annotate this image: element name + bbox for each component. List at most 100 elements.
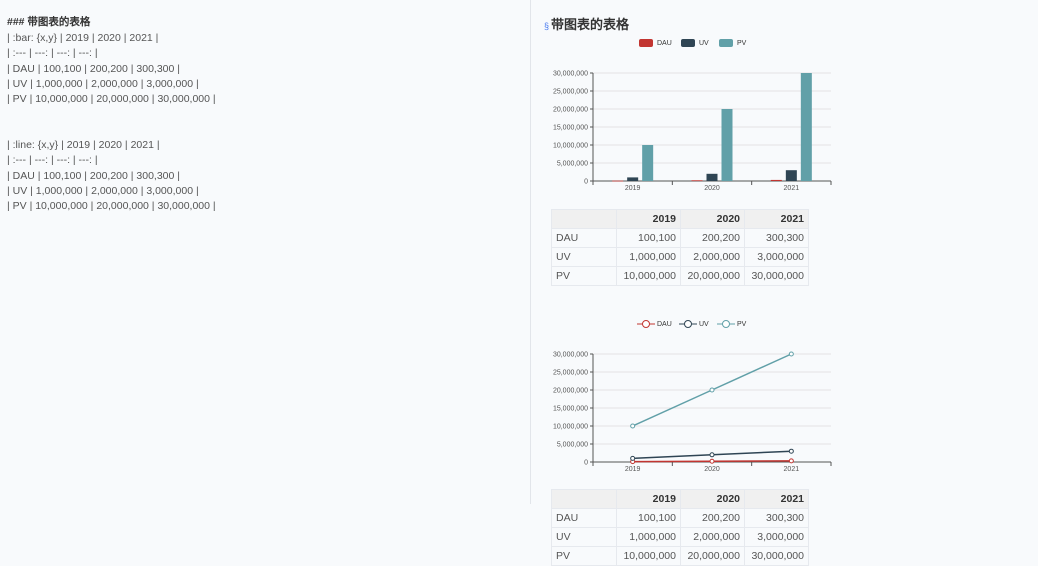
preview-heading: § 带图表的表格 xyxy=(544,14,629,33)
table-header-row: 2019 2020 2021 xyxy=(551,489,809,509)
legend-swatch xyxy=(681,39,695,47)
table-cell: 300,300 xyxy=(744,228,809,248)
x-tick-label: 2020 xyxy=(704,466,720,473)
legend-item-dau[interactable]: DAU xyxy=(637,320,672,329)
legend-marker xyxy=(684,320,692,328)
table-cell: 100,100 xyxy=(616,228,681,248)
column-header: 2021 xyxy=(744,489,809,509)
markdown-editor[interactable]: ### 带图表的表格 | :bar: {x,y} | 2019 | 2020 |… xyxy=(0,0,530,504)
bar-pv xyxy=(642,145,654,181)
x-tick-label: 2019 xyxy=(625,185,641,192)
legend-marker xyxy=(722,320,730,328)
bar-dau xyxy=(691,180,703,182)
legend-label: UV xyxy=(699,40,709,47)
y-tick-label: 0 xyxy=(584,179,588,186)
bar-uv xyxy=(706,173,718,181)
y-tick-label: 15,000,000 xyxy=(553,125,588,132)
source-line: | :--- | ---: | ---: | ---: | xyxy=(7,154,98,167)
table-row: PV 10,000,000 20,000,000 30,000,000 xyxy=(551,266,809,286)
bar-uv xyxy=(627,177,639,181)
table-cell: 1,000,000 xyxy=(616,247,681,267)
y-tick-label: 20,000,000 xyxy=(553,388,588,395)
data-table: 2019 2020 2021 DAU 100,100 200,200 300,300 UV 1,… xyxy=(551,489,809,566)
point-pv xyxy=(630,423,636,429)
source-line: | UV | 1,000,000 | 2,000,000 | 3,000,000… xyxy=(7,184,199,197)
legend-label: PV xyxy=(737,40,747,47)
x-tick-label: 2021 xyxy=(784,466,800,473)
table-cell: 10,000,000 xyxy=(616,546,681,566)
table-row: UV 1,000,000 2,000,000 3,000,000 xyxy=(551,527,809,547)
source-line: | DAU | 100,100 | 200,200 | 300,300 | xyxy=(7,62,181,75)
y-tick-label: 30,000,000 xyxy=(553,352,588,359)
table-cell: PV xyxy=(551,266,617,286)
y-tick-label: 30,000,000 xyxy=(553,71,588,78)
column-header: 2019 xyxy=(616,489,681,509)
bar-dau xyxy=(770,179,782,181)
table-cell: 100,100 xyxy=(616,508,681,528)
table-cell: 200,200 xyxy=(680,508,745,528)
y-tick-label: 10,000,000 xyxy=(553,143,588,150)
point-dau xyxy=(788,458,794,464)
table-row: DAU 100,100 200,200 300,300 xyxy=(551,508,809,528)
source-line: | PV | 10,000,000 | 20,000,000 | 30,000,… xyxy=(7,200,216,213)
point-pv xyxy=(709,387,715,393)
x-tick-label: 2019 xyxy=(625,466,641,473)
legend-item-uv[interactable]: UV xyxy=(681,39,709,47)
source-line: | :--- | ---: | ---: | ---: | xyxy=(7,47,98,60)
y-tick-label: 25,000,000 xyxy=(553,89,588,96)
legend-item-pv[interactable]: PV xyxy=(719,39,747,47)
y-tick-label: 20,000,000 xyxy=(553,107,588,114)
y-tick-label: 5,000,000 xyxy=(557,442,588,449)
legend-swatch xyxy=(639,39,653,47)
point-uv xyxy=(630,455,636,461)
point-pv xyxy=(788,351,794,357)
table-cell: 30,000,000 xyxy=(744,546,809,566)
legend-label: UV xyxy=(699,321,709,328)
legend-label: DAU xyxy=(657,321,672,328)
bar-chart: DAU UV PV 0 5,000,000 10,000,000 15,000,000 20,… xyxy=(553,39,832,192)
y-tick-label: 15,000,000 xyxy=(553,406,588,413)
table-cell: 20,000,000 xyxy=(680,266,745,286)
legend-item-dau[interactable]: DAU xyxy=(639,39,672,47)
y-tick-label: 10,000,000 xyxy=(553,424,588,431)
legend-swatch xyxy=(719,39,733,47)
table-cell: 20,000,000 xyxy=(680,546,745,566)
source-line: | DAU | 100,100 | 200,200 | 300,300 | xyxy=(7,169,181,182)
table-row: UV 1,000,000 2,000,000 3,000,000 xyxy=(551,247,809,267)
bar-pv xyxy=(721,109,733,181)
legend-label: PV xyxy=(737,321,747,328)
table-cell: 30,000,000 xyxy=(744,266,809,286)
point-dau xyxy=(709,458,715,464)
pane-divider[interactable] xyxy=(530,0,531,504)
bar-uv xyxy=(785,170,797,181)
anchor-icon[interactable]: § xyxy=(544,21,550,31)
column-header: 2020 xyxy=(680,489,745,509)
bar-dau xyxy=(612,180,624,182)
y-tick-label: 0 xyxy=(584,460,588,467)
legend-item-uv[interactable]: UV xyxy=(679,320,709,329)
heading-line: ### 带图表的表格 xyxy=(7,16,91,28)
legend-item-pv[interactable]: PV xyxy=(717,320,747,329)
data-table: 2019 2020 2021 DAU 100,100 200,200 300,300 UV 1,… xyxy=(551,209,809,286)
point-uv xyxy=(709,452,715,458)
table-cell: UV xyxy=(551,247,617,267)
legend-marker xyxy=(642,320,650,328)
table-cell: 1,000,000 xyxy=(616,527,681,547)
column-header: 2021 xyxy=(744,209,809,229)
table-row: PV 10,000,000 20,000,000 30,000,000 xyxy=(551,546,809,566)
legend-label: DAU xyxy=(657,40,672,47)
table-cell: 3,000,000 xyxy=(744,247,809,267)
table-cell: 3,000,000 xyxy=(744,527,809,547)
column-header xyxy=(551,209,617,229)
column-header xyxy=(551,489,617,509)
source-line: | :line: {x,y} | 2019 | 2020 | 2021 | xyxy=(7,139,160,151)
bar-pv xyxy=(800,73,812,181)
x-tick-label: 2020 xyxy=(704,185,720,192)
table-cell: UV xyxy=(551,527,617,547)
table-cell: 10,000,000 xyxy=(616,266,681,286)
table-cell: PV xyxy=(551,546,617,566)
table-cell: 2,000,000 xyxy=(680,527,745,547)
point-uv xyxy=(788,448,794,454)
source-line: | UV | 1,000,000 | 2,000,000 | 3,000,000… xyxy=(7,77,199,90)
table-cell: DAU xyxy=(551,508,617,528)
